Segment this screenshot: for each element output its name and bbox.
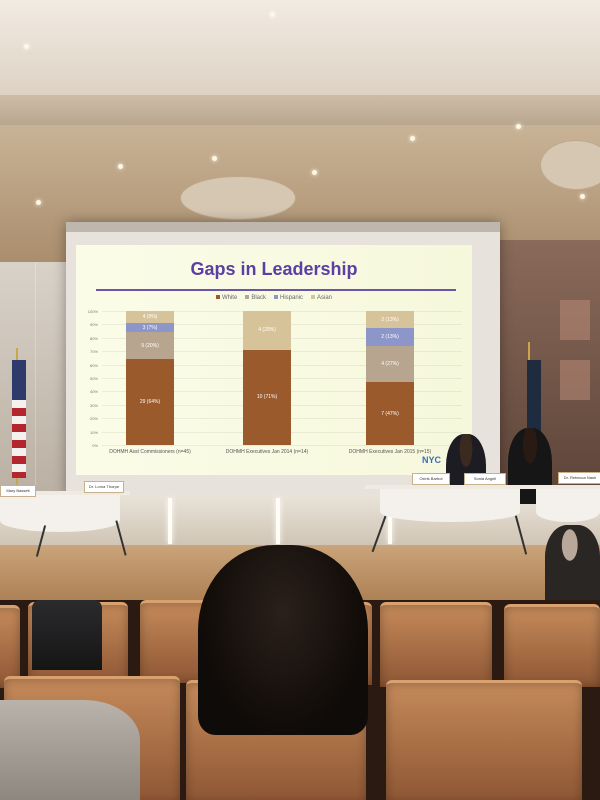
ceiling [0, 0, 600, 95]
y-tick-label: 30% [89, 402, 98, 408]
legend-swatch [215, 295, 220, 300]
y-tick-label: 60% [89, 362, 98, 368]
bar-segment-white: 10 (71%) [243, 349, 291, 445]
left-wall-window [0, 262, 70, 512]
presentation-slide: Gaps in Leadership White Black Hispanic Asi… [76, 245, 472, 475]
panel-table [0, 494, 120, 532]
legend-label: Hispanic [279, 295, 303, 301]
legend-swatch [311, 295, 315, 300]
stage-light-strip [168, 498, 172, 544]
ceiling-light [312, 170, 317, 175]
bar-segment-hispanic: 2 (13%) [366, 328, 414, 346]
y-tick-label: 80% [89, 335, 98, 341]
bar-data-label: 4 (29%) [258, 327, 276, 334]
legend-label: Asian [317, 295, 333, 301]
title-underline [96, 289, 456, 291]
x-category-label: DOHMH Executives Jan 2014 (n=14) [225, 449, 309, 455]
legend-swatch [245, 295, 250, 300]
window-mullion [35, 262, 36, 512]
auditorium-seat [504, 604, 600, 687]
ceiling-light [118, 164, 123, 169]
bar-data-label: 2 (13%) [381, 316, 399, 323]
nameplate: Sonia Angell [464, 473, 506, 485]
bar-segment-hispanic: 3 (7%) [126, 323, 174, 333]
bar-segment-asian: 4 (29%) [243, 311, 291, 350]
bar-data-label: 7 (47%) [381, 410, 399, 417]
auditorium-seat [380, 602, 492, 687]
audience-shoulder [0, 700, 140, 800]
nameplate: Oxiris Barbot [412, 473, 450, 485]
ceiling-beam [0, 95, 600, 125]
x-category-label: DOHMH Executives Jan 2015 (n=15) [348, 449, 432, 455]
ceiling-disc [540, 140, 600, 190]
bar-segment-asian: 2 (13%) [366, 311, 414, 329]
stage-light-strip [276, 498, 280, 544]
nameplate: Dr. Rebecca Nash [558, 472, 600, 484]
ceiling-light [516, 124, 521, 129]
legend-item-asian: Asian [311, 295, 332, 301]
ceiling-light [270, 12, 275, 17]
bar-data-label: 3 (7%) [142, 324, 158, 331]
table-top [0, 491, 130, 495]
building-window [560, 360, 590, 400]
legend-item-black: Black [245, 295, 266, 301]
panel-table [380, 488, 520, 522]
bar-data-label: 4 (9%) [142, 314, 158, 321]
ceiling-light [410, 136, 415, 141]
gridline [102, 445, 462, 446]
auditorium-seat [0, 605, 20, 688]
y-tick-label: 20% [89, 416, 98, 422]
panel-table [536, 488, 600, 522]
auditorium-seat [386, 680, 582, 800]
bar-data-label: 2 (13%) [381, 334, 399, 341]
ceiling-light [580, 194, 585, 199]
screen-housing [66, 222, 500, 232]
y-tick-label: 40% [89, 389, 98, 395]
bar-segment-asian: 4 (9%) [126, 311, 174, 324]
y-tick-label: 100% [87, 309, 98, 314]
logo-text: NYC [422, 455, 442, 465]
x-category-label: DOHMH Asst Commissioners (n=45) [109, 449, 191, 455]
y-tick-label: 90% [89, 322, 98, 328]
table-top [365, 485, 600, 489]
bar-data-label: 9 (20%) [141, 342, 159, 349]
bar-segment-white: 7 (47%) [366, 382, 414, 445]
bar-data-label: 4 (27%) [381, 360, 399, 367]
jacket-on-seat [32, 600, 102, 670]
bar-data-label: 29 (64%) [139, 399, 161, 406]
ceiling-light [212, 156, 217, 161]
legend-label: Black [251, 295, 266, 301]
audience-head [198, 545, 368, 735]
us-flag-canton [12, 360, 26, 400]
ceiling-light [36, 200, 41, 205]
nameplate: Mary Bassett [0, 485, 36, 497]
ceiling-light [24, 44, 29, 49]
stage-light-strip [388, 498, 392, 544]
legend-swatch [273, 295, 278, 300]
y-tick-label: 0% [92, 443, 98, 448]
y-tick-label: 10% [89, 429, 98, 435]
bar-segment-white: 29 (64%) [126, 359, 174, 445]
chart-legend: White Black Hispanic Asian [76, 295, 472, 301]
y-tick-label: 50% [89, 376, 98, 381]
building-window [560, 300, 590, 340]
legend-item-white: White [215, 295, 238, 301]
bar-segment-black: 9 (20%) [126, 332, 174, 360]
nameplate: Dr. Lorna Thorpe [84, 481, 124, 493]
ceiling-disc [180, 176, 296, 220]
bar-segment-black: 4 (27%) [366, 345, 414, 382]
bar-data-label: 10 (71%) [256, 394, 278, 401]
slide-title: Gaps in Leadership [190, 259, 358, 279]
legend-label: White [221, 295, 238, 301]
y-tick-label: 70% [89, 349, 98, 355]
legend-item-hispanic: Hispanic [273, 295, 303, 301]
audience-member-right [545, 525, 600, 605]
